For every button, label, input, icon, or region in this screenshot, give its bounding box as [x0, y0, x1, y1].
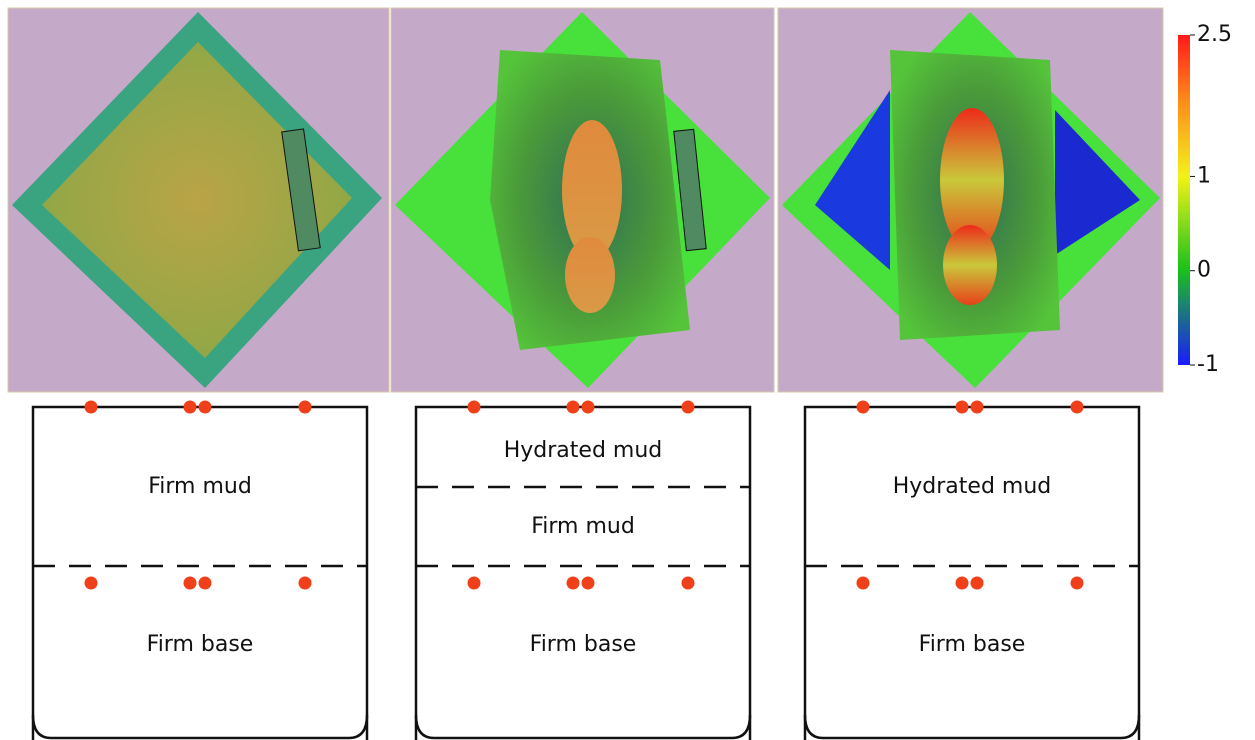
layer-label: Firm mud [531, 514, 635, 539]
marker-dot [468, 401, 481, 414]
marker-dot [199, 401, 212, 414]
marker-dot [468, 577, 481, 590]
marker-dot [971, 401, 984, 414]
marker-dot [582, 577, 595, 590]
marker-dot [1071, 577, 1084, 590]
marker-dot [956, 577, 969, 590]
marker-dot [956, 401, 969, 414]
marker-dot [567, 401, 580, 414]
container-bottom [416, 715, 750, 738]
surface-scan [391, 8, 774, 392]
colorbar [1178, 35, 1190, 365]
container-bottom [33, 715, 367, 738]
layer-label: Firm base [530, 632, 637, 657]
layer-label: Firm base [147, 632, 254, 657]
container-bottom [805, 715, 1139, 738]
marker-dot [184, 577, 197, 590]
marker-dot [857, 401, 870, 414]
surface-scan [8, 8, 389, 392]
layer-label: Firm base [919, 632, 1026, 657]
marker-dot [971, 577, 984, 590]
container [805, 407, 1139, 740]
tick-label: 1 [1197, 163, 1211, 188]
surface-scan [778, 8, 1163, 392]
container [33, 407, 367, 740]
marker-dot [199, 577, 212, 590]
layer-label: Hydrated mud [504, 438, 663, 463]
tick-label: 2.5 [1197, 22, 1232, 47]
marker-dot [184, 401, 197, 414]
marker-dot [299, 577, 312, 590]
layer-label: Firm mud [148, 474, 252, 499]
marker-dot [857, 577, 870, 590]
marker-dot [582, 401, 595, 414]
marker-dot [567, 577, 580, 590]
marker-dot [682, 401, 695, 414]
marker-dot [299, 401, 312, 414]
tick-label: 0 [1197, 258, 1211, 283]
marker-dot [682, 577, 695, 590]
marker-dot [1071, 401, 1084, 414]
marker-dot [85, 577, 98, 590]
figure: 2.5 1 0 -1 Firm mud Firm base Hydrated mud Firm… [0, 0, 1255, 740]
tick-label: -1 [1197, 352, 1219, 377]
layer-label: Hydrated mud [893, 474, 1052, 499]
marker-dot [85, 401, 98, 414]
